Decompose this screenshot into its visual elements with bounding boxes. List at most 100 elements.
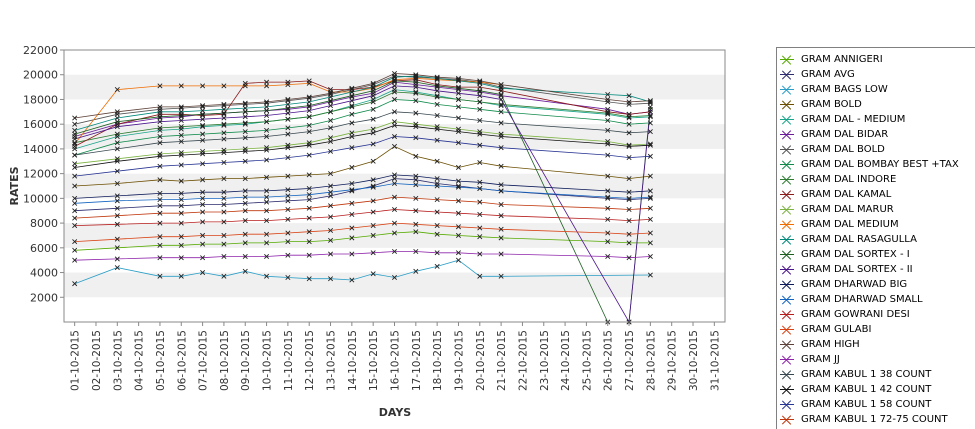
data-point xyxy=(264,99,270,105)
series-line xyxy=(74,183,651,204)
data-point xyxy=(370,232,376,238)
data-point xyxy=(455,84,461,90)
data-point xyxy=(647,113,653,119)
data-point xyxy=(178,234,184,240)
data-point xyxy=(178,113,184,119)
data-point xyxy=(242,176,248,182)
data-point xyxy=(157,114,163,120)
y-axis-label: RATES xyxy=(8,166,21,205)
data-point xyxy=(200,83,206,89)
data-point xyxy=(306,94,312,100)
data-point xyxy=(264,147,270,153)
legend-marker-icon xyxy=(780,339,794,351)
data-point xyxy=(157,255,163,261)
x-tick-label: 14-10-2015 xyxy=(347,330,359,391)
data-point xyxy=(242,194,248,200)
data-point xyxy=(114,124,120,130)
data-point xyxy=(264,174,270,180)
legend-marker-icon xyxy=(780,99,794,111)
data-point xyxy=(114,256,120,262)
data-point xyxy=(72,200,78,206)
data-point xyxy=(178,152,184,158)
data-point xyxy=(391,96,398,102)
data-point xyxy=(413,229,419,235)
data-point xyxy=(221,103,227,109)
x-tick-label: 25-10-2015 xyxy=(581,330,593,391)
data-point xyxy=(391,230,398,236)
data-point xyxy=(306,129,312,135)
data-point xyxy=(178,203,184,209)
data-point xyxy=(498,96,504,102)
data-point xyxy=(413,182,419,188)
data-point xyxy=(647,240,653,246)
series-line xyxy=(74,124,651,168)
data-point xyxy=(434,197,440,203)
data-point xyxy=(477,106,483,112)
data-point xyxy=(349,225,355,231)
data-point xyxy=(264,79,270,85)
data-point xyxy=(114,168,120,174)
data-point xyxy=(114,158,120,164)
data-point xyxy=(264,127,270,133)
data-point xyxy=(605,173,611,179)
data-point xyxy=(264,208,270,214)
data-point xyxy=(413,90,419,96)
data-point xyxy=(328,276,334,282)
data-point xyxy=(221,106,227,112)
series-line xyxy=(74,259,651,285)
data-point xyxy=(264,104,270,110)
data-point xyxy=(391,109,398,115)
data-point xyxy=(178,242,184,248)
x-tick-label: 05-10-2015 xyxy=(155,330,167,391)
data-point xyxy=(328,117,334,123)
legend-label: GRAM JJ xyxy=(801,354,840,365)
data-point xyxy=(647,141,653,147)
series-line xyxy=(74,251,651,261)
legend-label: GRAM KABUL 1 38 COUNT xyxy=(801,369,932,380)
data-point xyxy=(413,89,419,95)
data-point xyxy=(114,115,120,121)
data-point xyxy=(605,188,611,194)
data-point xyxy=(264,119,270,125)
data-point xyxy=(114,198,120,204)
data-point xyxy=(306,239,312,245)
data-point xyxy=(391,83,398,89)
data-point xyxy=(157,273,163,279)
x-tick-label: 24-10-2015 xyxy=(560,330,572,391)
y-tick-label: 14000 xyxy=(23,143,58,156)
data-point xyxy=(328,183,334,189)
data-point xyxy=(370,80,376,86)
data-point xyxy=(455,115,461,121)
legend-marker-icon xyxy=(780,384,794,396)
x-tick-label: 30-10-2015 xyxy=(688,330,700,391)
data-point xyxy=(434,176,440,182)
data-point xyxy=(413,208,419,214)
data-point xyxy=(306,197,312,203)
data-point xyxy=(114,119,120,125)
x-tick-label: 27-10-2015 xyxy=(624,330,636,391)
data-point xyxy=(391,78,398,84)
legend-item: GRAM DAL MEDIUM xyxy=(780,217,899,232)
data-point xyxy=(626,231,632,237)
data-point xyxy=(477,234,483,240)
series-line xyxy=(74,91,651,144)
data-point xyxy=(328,99,334,105)
data-point xyxy=(477,179,483,185)
data-point xyxy=(200,108,206,114)
data-point xyxy=(434,126,440,132)
data-point xyxy=(391,122,398,128)
data-point xyxy=(498,202,504,208)
data-point xyxy=(285,230,291,236)
data-point xyxy=(647,230,653,236)
data-point xyxy=(306,215,312,221)
data-point xyxy=(306,229,312,235)
data-point xyxy=(200,122,206,128)
data-point xyxy=(605,239,611,245)
data-point xyxy=(200,111,206,117)
data-point xyxy=(477,273,483,279)
data-point xyxy=(626,143,632,149)
legend-label: GRAM DAL SORTEX - I xyxy=(801,249,910,260)
data-point xyxy=(242,135,248,141)
series-line xyxy=(74,209,651,226)
data-point xyxy=(242,114,248,120)
